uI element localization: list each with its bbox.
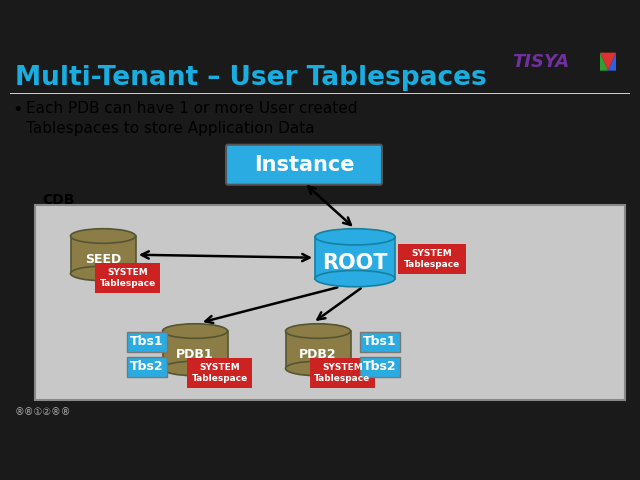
Text: Tbs2: Tbs2	[363, 360, 397, 373]
Ellipse shape	[70, 228, 136, 243]
Text: TISYA: TISYA	[512, 53, 569, 71]
Text: Tablespace: Tablespace	[99, 279, 156, 288]
Ellipse shape	[163, 361, 227, 376]
Text: Each PDB can have 1 or more User created
Tablespaces to store Application Data: Each PDB can have 1 or more User created…	[26, 101, 358, 136]
Text: Tbs2: Tbs2	[130, 360, 164, 373]
FancyBboxPatch shape	[35, 204, 625, 400]
Ellipse shape	[70, 266, 136, 281]
Polygon shape	[600, 53, 616, 71]
FancyBboxPatch shape	[127, 357, 167, 377]
FancyBboxPatch shape	[163, 331, 227, 369]
Ellipse shape	[315, 228, 395, 245]
Text: ®®①②®®: ®®①②®®	[15, 407, 72, 417]
Text: Tablespace: Tablespace	[314, 374, 371, 384]
FancyBboxPatch shape	[70, 236, 136, 274]
FancyBboxPatch shape	[226, 144, 382, 185]
Polygon shape	[608, 53, 616, 71]
FancyBboxPatch shape	[187, 358, 252, 388]
FancyBboxPatch shape	[360, 332, 400, 352]
Text: •: •	[12, 101, 23, 119]
Text: Instance: Instance	[253, 155, 355, 175]
Text: SYSTEM: SYSTEM	[412, 249, 452, 258]
FancyBboxPatch shape	[398, 244, 466, 274]
Text: CDB: CDB	[42, 192, 74, 207]
Text: SYSTEM: SYSTEM	[107, 268, 148, 277]
FancyBboxPatch shape	[360, 357, 400, 377]
FancyBboxPatch shape	[310, 358, 375, 388]
Text: Tbs1: Tbs1	[363, 335, 397, 348]
Text: PDB2: PDB2	[299, 348, 337, 361]
Text: PDB1: PDB1	[176, 348, 214, 361]
Ellipse shape	[285, 324, 351, 338]
FancyBboxPatch shape	[95, 263, 160, 293]
Text: SYSTEM: SYSTEM	[322, 363, 363, 372]
Text: Tablespace: Tablespace	[191, 374, 248, 384]
FancyBboxPatch shape	[127, 332, 167, 352]
Text: Multi-Tenant – User Tablespaces: Multi-Tenant – User Tablespaces	[15, 65, 487, 91]
Text: SYSTEM: SYSTEM	[199, 363, 240, 372]
Text: Tbs1: Tbs1	[130, 335, 164, 348]
Polygon shape	[600, 53, 608, 71]
FancyBboxPatch shape	[315, 237, 395, 278]
Ellipse shape	[315, 271, 395, 287]
FancyBboxPatch shape	[10, 93, 630, 94]
Ellipse shape	[285, 361, 351, 376]
Text: Tablespace: Tablespace	[404, 260, 460, 269]
Ellipse shape	[163, 324, 227, 338]
FancyBboxPatch shape	[285, 331, 351, 369]
Text: SEED: SEED	[85, 253, 121, 266]
Text: ROOT: ROOT	[323, 253, 388, 273]
